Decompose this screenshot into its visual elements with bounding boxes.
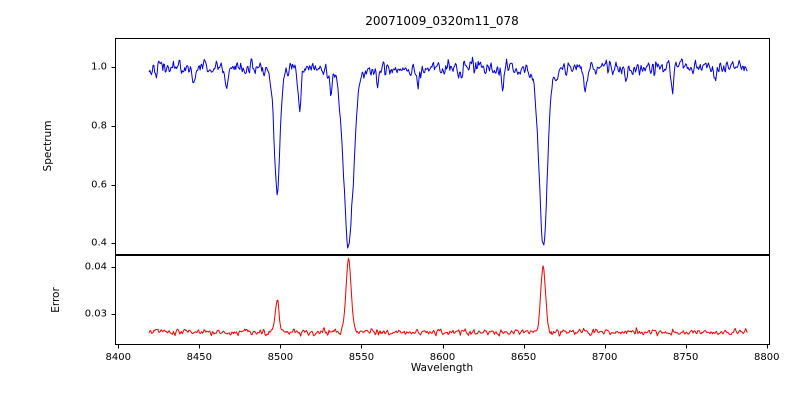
x-tick-label: 8750	[672, 352, 699, 363]
x-tick-label: 8400	[105, 352, 131, 363]
x-tick-label: 8700	[591, 352, 618, 363]
y-tick-label: 0.6	[91, 179, 107, 191]
y-tick-label: 0.8	[91, 120, 107, 132]
y-tick-label: 1.0	[91, 61, 107, 73]
chart-title: 20071009_0320m11_078	[365, 14, 519, 28]
x-axis-label: Wavelength	[410, 362, 474, 374]
y-tick-label: 0.4	[91, 237, 107, 249]
y-tick-label: 0.03	[84, 308, 107, 320]
x-tick-label: 8650	[510, 352, 537, 363]
x-tick-label: 8450	[186, 352, 213, 363]
y-tick-label: 0.04	[84, 261, 107, 273]
x-tick-label: 8600	[429, 352, 456, 363]
x-tick-label: 8800	[754, 352, 780, 363]
y-axis-label-error: Error	[50, 287, 62, 313]
x-tick-label: 8550	[348, 352, 375, 363]
x-tick-label: 8500	[267, 352, 294, 363]
y-axis-label-spectrum: Spectrum	[42, 120, 54, 172]
